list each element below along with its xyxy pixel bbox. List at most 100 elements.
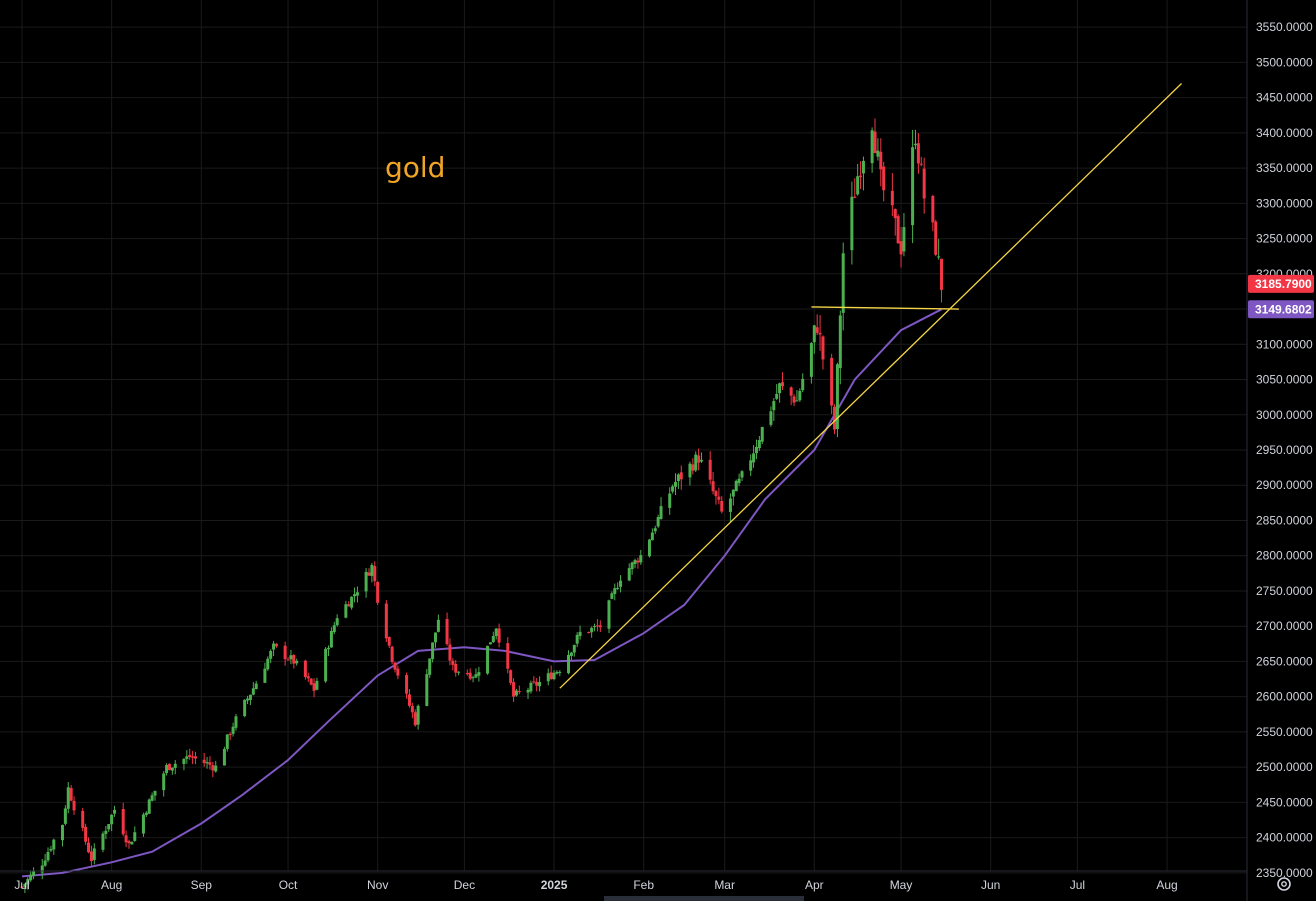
candle-down — [312, 678, 316, 698]
candle-up — [327, 645, 331, 656]
candle-up — [546, 668, 550, 686]
candle-down — [595, 619, 599, 632]
trendline[interactable] — [811, 306, 959, 310]
grid — [0, 0, 1247, 874]
candle-up — [578, 625, 582, 640]
trendlines[interactable] — [559, 83, 1182, 689]
candle-up — [850, 181, 854, 265]
candle-up — [63, 805, 67, 826]
candle-down — [445, 612, 449, 646]
candle-down — [691, 458, 695, 475]
candle-up — [46, 847, 50, 863]
y-tick-label: 3050.0000 — [1256, 373, 1313, 387]
candle-up — [728, 493, 732, 523]
candle-up — [752, 445, 756, 468]
candle-up — [740, 470, 744, 481]
candle-up — [162, 771, 166, 797]
candle-up — [324, 647, 328, 684]
candle-up — [254, 680, 258, 690]
candle-up — [795, 389, 799, 402]
candle-up — [315, 677, 319, 691]
svg-text:3149.6802: 3149.6802 — [1255, 302, 1312, 316]
candle-up — [66, 782, 70, 814]
candle-up — [251, 682, 255, 696]
candle-up — [555, 670, 559, 675]
candle-up — [575, 632, 579, 648]
candle-up — [630, 561, 634, 575]
candle-down — [410, 702, 414, 719]
candle-down — [792, 394, 796, 407]
x-tick-label: Nov — [367, 878, 388, 892]
gear-icon[interactable] — [1277, 877, 1291, 891]
candle-down — [922, 157, 926, 214]
candle-down — [717, 487, 721, 505]
y-tick-label: 2950.0000 — [1256, 443, 1313, 457]
candle-up — [353, 587, 357, 603]
candle-down — [286, 657, 290, 661]
x-tick-label: 2025 — [541, 878, 568, 892]
candle-up — [514, 688, 518, 697]
candle-up — [769, 406, 773, 427]
candle-up — [937, 238, 941, 260]
y-tick-label: 2500.0000 — [1256, 760, 1313, 774]
candle-up — [329, 627, 333, 648]
candle-up — [911, 129, 915, 244]
candle-down — [636, 557, 640, 569]
candle-up — [416, 704, 420, 730]
candle-up — [558, 670, 562, 677]
candle-up — [231, 722, 235, 737]
candle-up — [650, 528, 654, 541]
y-tick-label: 2800.0000 — [1256, 549, 1313, 563]
candle-down — [711, 472, 715, 495]
candle-down — [506, 637, 510, 674]
candle-down — [373, 561, 377, 587]
candle-up — [913, 129, 917, 150]
x-tick-label: Jun — [981, 878, 1000, 892]
candle-up — [248, 694, 252, 706]
candle-up — [694, 451, 698, 473]
candle-up — [425, 668, 429, 707]
time-axis[interactable]: Jul Aug Sep Oct Nov Dec 2025 Feb Mar Apr May Jun Jul… — [14, 878, 1177, 892]
candle-up — [214, 760, 218, 773]
candle-up — [856, 163, 860, 196]
candle-up — [572, 644, 576, 657]
candle-down — [347, 601, 351, 607]
candle-up — [841, 242, 845, 331]
candle-up — [101, 831, 105, 853]
x-tick-label: Aug — [101, 878, 122, 892]
candle-down — [919, 156, 923, 167]
candle-up — [23, 883, 27, 894]
y-tick-label: 3350.0000 — [1256, 161, 1313, 175]
time-scrollbar[interactable] — [604, 896, 804, 901]
candle-up — [700, 452, 704, 463]
candle-down — [448, 638, 452, 666]
moving-average-layer — [21, 308, 942, 878]
candle-up — [477, 666, 481, 682]
candle-up — [838, 310, 842, 385]
candle-up — [355, 586, 359, 603]
candle-up — [671, 484, 675, 494]
candle-up — [639, 549, 643, 565]
candle-up — [263, 662, 267, 684]
candle-up — [49, 845, 53, 853]
candle-down — [306, 672, 310, 682]
price-axis[interactable]: 2350.0000 2400.0000 2450.0000 2500.0000 2550… — [1256, 20, 1313, 880]
y-tick-label: 2400.0000 — [1256, 831, 1313, 845]
candle-up — [757, 435, 761, 451]
candle-down — [532, 676, 536, 684]
gold-annotation[interactable]: gold — [385, 151, 445, 184]
candle-up — [870, 127, 874, 173]
trendline[interactable] — [559, 83, 1182, 689]
candle-down — [124, 830, 128, 848]
candle-down — [830, 353, 834, 414]
candle-up — [801, 373, 805, 393]
candle-down — [193, 751, 197, 765]
candle-down — [384, 600, 388, 642]
candle-up — [659, 497, 663, 520]
candle-up — [32, 867, 36, 880]
candle-up — [110, 814, 114, 832]
y-tick-label: 2700.0000 — [1256, 619, 1313, 633]
candle-up — [243, 699, 247, 718]
candle-up — [653, 525, 657, 535]
